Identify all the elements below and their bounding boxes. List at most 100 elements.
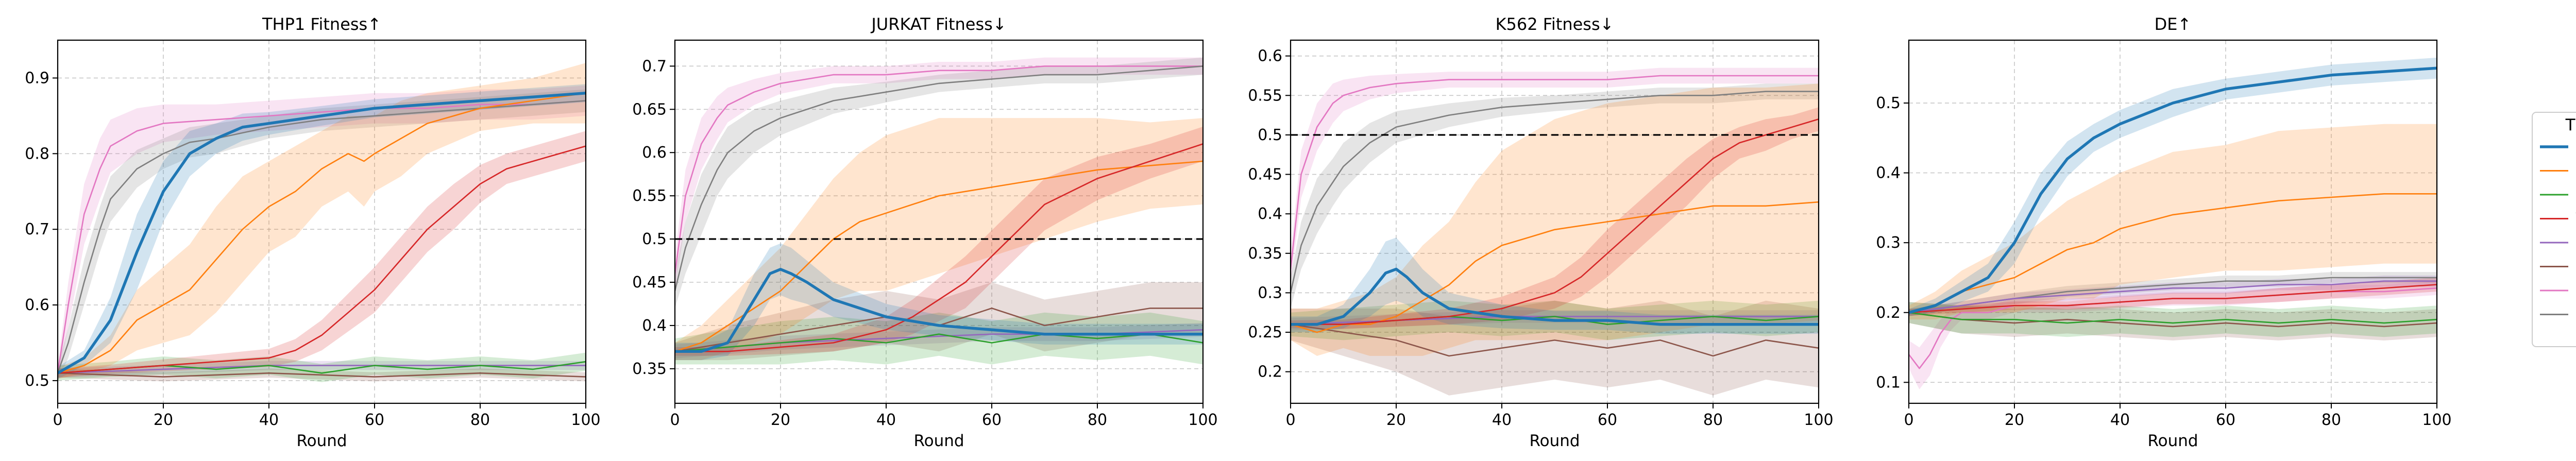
y-tick-label: 0.3	[1876, 234, 1901, 252]
x-tick-label: 80	[470, 411, 490, 429]
y-tick-label: 0.55	[1248, 87, 1282, 105]
plot-frame	[674, 39, 1204, 404]
x-tick-label: 40	[259, 411, 279, 429]
x-tick-label: 60	[2216, 411, 2235, 429]
band-cma-es	[675, 322, 1203, 358]
line-adalead	[675, 65, 1203, 274]
series-layer	[675, 57, 1203, 365]
y-tick-label: 0.1	[1876, 373, 1901, 391]
band-ours	[1291, 237, 1819, 334]
line-lag-ppo	[1909, 312, 2437, 328]
line-taco	[1909, 284, 2437, 314]
line-log-barrier	[1909, 193, 2437, 314]
x-tick-label: 0	[1904, 411, 1913, 429]
chart-panels: 0 20 40 60 80 100 0.5 0.6 0.7 0.8 0.9 THP1 Fitness↑…	[25, 14, 2451, 450]
x-tick-label: 40	[876, 411, 896, 429]
plot-frame	[57, 39, 587, 404]
x-tick-label: 40	[2110, 411, 2130, 429]
plot-frame	[1908, 39, 2438, 404]
line-bo	[1909, 312, 2437, 324]
y-tick-label: 0.45	[1248, 166, 1282, 184]
band-bo	[675, 312, 1203, 365]
y-tick-label: 0.7	[25, 220, 49, 238]
y-tick-label: 0.4	[1258, 205, 1282, 223]
x-tick-label: 60	[1598, 411, 1617, 429]
plot-frame	[1290, 39, 1820, 404]
line-lag-ppo	[1291, 323, 1819, 357]
y-tick-label: 0.35	[632, 360, 667, 378]
line-log-barrier	[675, 160, 1203, 352]
band-taco	[58, 131, 586, 378]
legend-entries: OursLog BarrierBOTACOCMA-ESLag PPOAdaLea…	[2540, 145, 2576, 315]
panel-1: 0 20 40 60 80 100 0.5 0.6 0.7 0.8 0.9 THP1 Fitness↑…	[25, 14, 600, 450]
band-log-barrier	[58, 63, 586, 380]
y-tick-label: 0.65	[632, 100, 667, 118]
x-tick-label: 40	[1492, 411, 1512, 429]
x-tick-label: 20	[154, 411, 173, 429]
y-tick-label: 0.5	[1258, 126, 1282, 144]
x-axis-label: Round	[296, 432, 347, 450]
band-adalead	[1909, 281, 2437, 389]
band-pex	[1909, 272, 2437, 316]
line-adalead	[58, 100, 586, 373]
series-layer	[58, 63, 586, 382]
y-tick-label: 0.2	[1258, 363, 1282, 381]
band-bo	[58, 352, 586, 382]
panel-title: JURKAT Fitness↓	[870, 14, 1006, 34]
y-tick-label: 0.6	[1258, 47, 1282, 65]
legend-title: THP1	[2565, 116, 2576, 134]
band-cma-es	[1909, 275, 2437, 316]
y-tick-label: 0.9	[25, 69, 49, 87]
x-tick-label: 0	[1285, 411, 1295, 429]
line-log-barrier	[1291, 201, 1819, 333]
y-tick-label: 0.5	[1876, 94, 1901, 112]
panel-2: 0 20 40 60 80 100 0.35 0.4 0.45 0.5 0.55 0.6 0.65 0.7…	[632, 14, 1217, 450]
line-pex	[675, 65, 1203, 292]
band-pex	[675, 57, 1203, 309]
x-tick-label: 100	[1188, 411, 1217, 429]
x-tick-label: 100	[2422, 411, 2451, 429]
x-tick-label: 100	[1804, 411, 1833, 429]
y-tick-label: 0.6	[25, 296, 49, 314]
y-tick-label: 0.5	[642, 230, 667, 248]
y-tick-label: 0.5	[25, 372, 49, 390]
x-tick-label: 60	[982, 411, 1002, 429]
line-cma-es	[58, 365, 586, 374]
x-tick-label: 80	[2321, 411, 2341, 429]
band-log-barrier	[1909, 124, 2437, 320]
y-tick-label: 0.2	[1876, 304, 1901, 322]
band-adalead	[58, 86, 586, 381]
legend: THP1 OursLog BarrierBOTACOCMA-ESLag PPOA…	[2532, 112, 2576, 347]
line-taco	[1291, 118, 1819, 325]
line-lag-ppo	[58, 372, 586, 378]
line-taco	[675, 143, 1203, 352]
panel-4: 0 20 40 60 80 100 0.1 0.2 0.3 0.4 0.5 DE↑ Round	[1876, 14, 2451, 450]
x-axis-label: Round	[1529, 432, 1580, 450]
x-tick-label: 0	[670, 411, 680, 429]
band-lag-ppo	[1909, 302, 2437, 340]
band-bo	[1909, 302, 2437, 337]
line-adalead	[1291, 75, 1819, 269]
panel-title: K562 Fitness↓	[1496, 14, 1614, 34]
x-axis-label: Round	[2147, 432, 2198, 450]
band-taco	[675, 126, 1203, 356]
x-tick-label: 80	[1088, 411, 1107, 429]
x-tick-label: 0	[53, 411, 62, 429]
line-ours	[58, 92, 586, 374]
y-tick-label: 0.25	[1248, 323, 1282, 342]
y-tick-label: 0.4	[1876, 164, 1901, 182]
band-adalead	[1291, 67, 1819, 285]
line-bo	[675, 333, 1203, 352]
y-tick-label: 0.6	[642, 144, 667, 162]
band-ours	[675, 243, 1203, 361]
x-tick-label: 60	[365, 411, 384, 429]
line-pex	[1291, 91, 1819, 293]
x-tick-label: 20	[2005, 411, 2024, 429]
x-tick-label: 100	[571, 411, 600, 429]
band-ours	[58, 84, 586, 379]
y-tick-label: 0.8	[25, 145, 49, 163]
panel-3: 0 20 40 60 80 100 0.2 0.25 0.3 0.35 0.4 0.45 0.5 0.55…	[1248, 14, 1833, 450]
series-layer	[1909, 57, 2437, 389]
band-taco	[1909, 278, 2437, 316]
